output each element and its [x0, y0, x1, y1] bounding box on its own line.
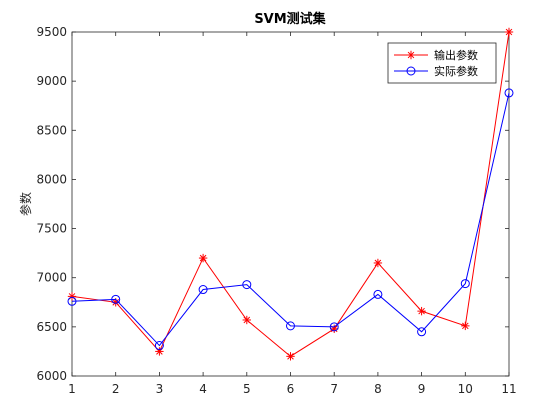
x-tick-label: 2	[112, 382, 120, 396]
x-tick-label: 10	[458, 382, 473, 396]
asterisk-stroke	[462, 322, 469, 330]
x-tick-label: 8	[374, 382, 382, 396]
x-tick-label: 7	[330, 382, 338, 396]
data-point	[286, 321, 295, 331]
y-tick-label: 7500	[36, 222, 67, 236]
data-point	[198, 285, 208, 295]
axes: 6000 6500 7000 7500 8000 8500 9000 9500 1 2 3 4 5 6 7 8…	[36, 25, 516, 396]
data-point	[242, 315, 251, 325]
asterisk-stroke	[418, 307, 425, 315]
data-point	[198, 253, 208, 263]
y-tick-label: 9500	[36, 25, 67, 39]
y-axis-label: 参数	[18, 192, 33, 216]
series-layer	[67, 27, 514, 361]
x-tick-label: 3	[156, 382, 164, 396]
data-point	[67, 296, 77, 306]
asterisk-stroke	[199, 254, 207, 262]
data-point	[504, 88, 514, 98]
data-point	[504, 27, 514, 37]
asterisk-stroke	[287, 353, 294, 360]
y-tick-label: 6000	[36, 369, 67, 383]
data-point	[417, 327, 427, 337]
data-point	[286, 352, 295, 361]
legend-marker	[406, 66, 416, 76]
y-tick-label: 9000	[36, 74, 67, 88]
x-tick-label: 5	[243, 382, 251, 396]
data-point	[111, 294, 121, 304]
x-tick-label: 4	[199, 382, 207, 396]
data-point	[329, 322, 339, 332]
legend-label: 实际参数	[434, 64, 478, 78]
legend-box	[387, 42, 497, 84]
x-tick-label: 11	[501, 382, 516, 396]
y-tick-label: 7000	[36, 271, 67, 285]
y-tick-label: 8500	[36, 123, 67, 137]
series-line	[71, 92, 510, 347]
x-tick-label: 1	[68, 382, 76, 396]
series-2	[67, 88, 514, 351]
data-point	[460, 279, 470, 289]
x-tick-label: 9	[418, 382, 426, 396]
data-point	[417, 306, 426, 316]
y-tick-label: 8000	[36, 172, 67, 186]
asterisk-stroke	[112, 298, 119, 306]
plot-area	[72, 32, 509, 376]
asterisk-stroke	[243, 316, 251, 324]
asterisk-stroke	[68, 293, 76, 300]
data-point	[461, 321, 470, 331]
data-point	[242, 280, 252, 290]
asterisk-stroke	[407, 51, 415, 59]
data-point	[373, 289, 383, 299]
legend-marker	[406, 50, 416, 60]
data-point	[67, 292, 77, 301]
y-tick-label: 6500	[36, 320, 67, 334]
asterisk-stroke	[505, 28, 513, 36]
data-point	[373, 258, 383, 268]
chart-title: SVM测试集	[254, 11, 326, 27]
x-tick-label: 6	[287, 382, 295, 396]
data-point	[154, 341, 164, 351]
asterisk-stroke	[374, 259, 382, 267]
legend-label: 输出参数	[434, 48, 478, 62]
